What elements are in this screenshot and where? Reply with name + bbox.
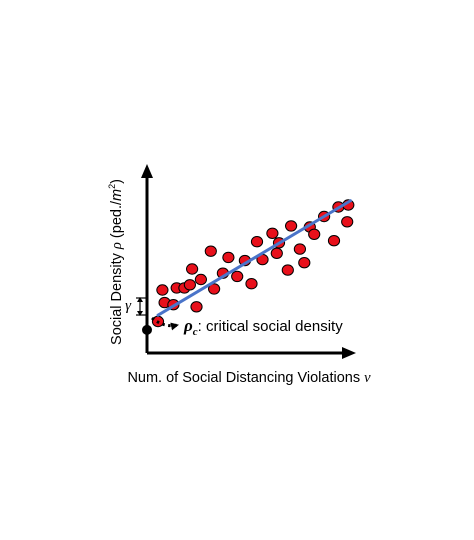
data-point xyxy=(281,264,294,276)
x-axis-label: Num. of Social Distancing Violations v xyxy=(127,370,371,386)
y-axis-label-unit-m: m xyxy=(109,189,125,201)
data-point xyxy=(293,243,306,255)
data-point xyxy=(183,279,196,291)
data-point xyxy=(270,247,283,260)
data-point xyxy=(250,236,264,248)
data-point xyxy=(190,301,203,313)
y-axis-label: Social Density ρ (ped./m2) xyxy=(107,179,125,345)
data-points xyxy=(151,199,355,328)
x-axis-label-var: v xyxy=(364,370,371,386)
data-point xyxy=(222,251,235,264)
critical-point xyxy=(142,324,152,335)
critical-label: ρc: critical social density xyxy=(183,316,343,338)
gamma-arrow-up xyxy=(137,297,143,302)
x-axis-label-main: Num. of Social Distancing Violations xyxy=(127,370,364,386)
data-point xyxy=(156,284,169,296)
data-point xyxy=(245,278,258,290)
data-point xyxy=(186,263,199,275)
critical-subscript: c xyxy=(193,326,198,338)
y-axis-arrowhead xyxy=(141,164,153,178)
y-axis-label-main: Social Density xyxy=(109,249,125,345)
data-point xyxy=(231,270,244,283)
y-axis-label-unit-exp: 2 xyxy=(107,184,117,189)
y-axis-label-unit-open: (ped./ xyxy=(109,200,125,242)
gamma-arrow-down xyxy=(137,311,143,316)
y-axis-label-unit-close: ) xyxy=(109,179,125,184)
data-point xyxy=(308,228,321,241)
x-axis-arrowhead xyxy=(342,347,356,359)
data-point xyxy=(194,273,207,286)
data-point xyxy=(208,283,221,295)
critical-text: : critical social density xyxy=(198,318,344,335)
gamma-bracket xyxy=(136,297,147,316)
data-point xyxy=(341,216,354,228)
critical-dotted-arrow xyxy=(151,316,179,331)
y-axis-label-var: ρ xyxy=(109,242,125,250)
fit-line xyxy=(156,199,352,317)
data-point xyxy=(266,227,279,240)
gamma-label: γ xyxy=(125,298,132,314)
data-point xyxy=(327,235,341,247)
data-point xyxy=(204,245,217,257)
data-point xyxy=(285,220,298,232)
data-point xyxy=(298,257,311,269)
critical-symbol: ρ xyxy=(183,316,193,335)
